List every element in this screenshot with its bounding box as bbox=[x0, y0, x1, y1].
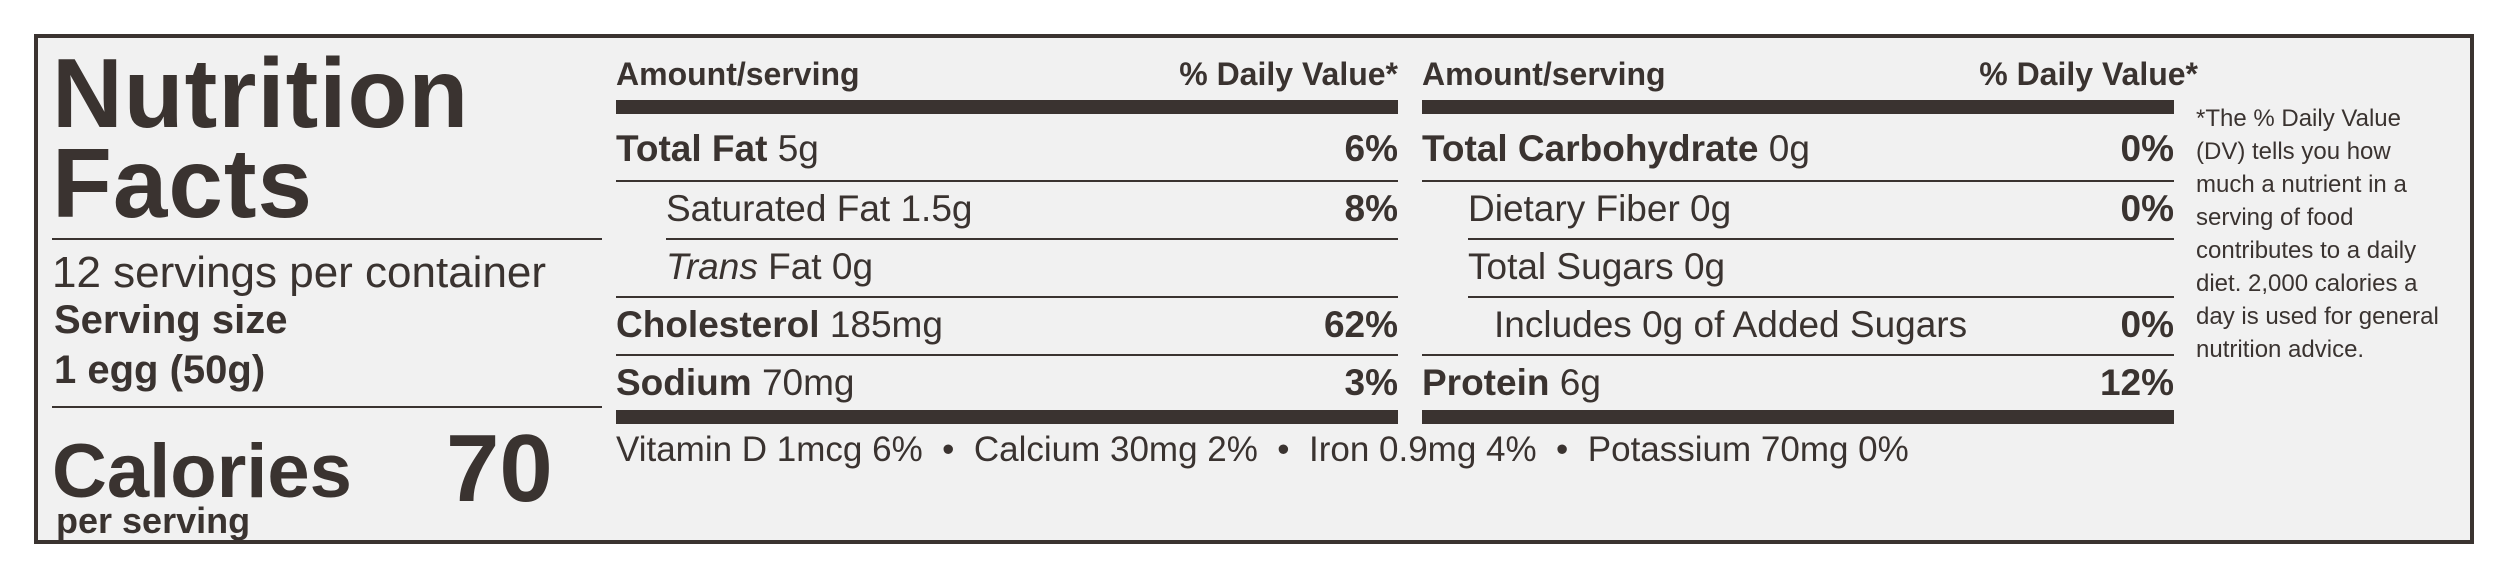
title-line-2: Facts bbox=[52, 128, 314, 238]
daily-value-footnote: *The % Daily Value (DV) tells you how mu… bbox=[2196, 105, 2439, 363]
divider-thin bbox=[52, 238, 602, 240]
row-divider bbox=[1422, 354, 2174, 356]
nutrient-amount: 6g bbox=[1549, 362, 1601, 403]
nutrient-amount: Fat 0g bbox=[757, 246, 874, 287]
right-dv-added-sugars: 0% bbox=[2120, 304, 2174, 345]
nutrient-amount: 5g bbox=[767, 128, 819, 169]
per-serving-label: per serving bbox=[56, 500, 251, 541]
nutrient-name: Total Sugars bbox=[1468, 246, 1674, 287]
servings-per-container: 12 servings per container bbox=[52, 248, 547, 297]
left-bottom-bar bbox=[616, 410, 1398, 424]
nutrient-name: Cholesterol bbox=[616, 304, 820, 345]
left-row-saturated-fat: Saturated Fat 1.5g bbox=[666, 188, 972, 230]
vitamins-minerals: Vitamin D 1mcg 6% • Calcium 30mg 2% • Ir… bbox=[616, 430, 1909, 469]
right-bottom-bar bbox=[1422, 410, 2174, 424]
nutrient-amount: 70mg bbox=[751, 362, 855, 403]
nutrition-facts-panel: Nutrition Facts 12 servings per containe… bbox=[34, 34, 2474, 544]
row-divider bbox=[616, 180, 1398, 182]
left-row-total-fat: Total Fat 5g bbox=[616, 128, 819, 170]
right-thick-bar bbox=[1422, 100, 2174, 114]
right-row-total-carbohydrate: Total Carbohydrate 0g bbox=[1422, 128, 1810, 170]
right-header-dv: % Daily Value* bbox=[1979, 56, 2198, 92]
left-dv-sodium: 3% bbox=[1344, 362, 1398, 403]
left-dv-cholesterol: 62% bbox=[1323, 304, 1398, 345]
nutrient-amount: 0g bbox=[1758, 128, 1810, 169]
calories-label: Calories bbox=[52, 429, 352, 514]
left-dv-saturated-fat: 8% bbox=[1344, 188, 1398, 229]
left-header-amount: Amount/serving bbox=[616, 56, 860, 92]
nutrient-name: Saturated Fat bbox=[666, 188, 891, 229]
nutrient-amount: 0g bbox=[1679, 188, 1732, 229]
right-dv-protein: 12% bbox=[2099, 362, 2174, 403]
nutrient-amount: 185mg bbox=[819, 304, 943, 345]
nutrient-amount: 0g bbox=[1673, 246, 1726, 287]
left-header-dv: % Daily Value* bbox=[1179, 56, 1398, 92]
row-divider bbox=[1422, 180, 2174, 182]
row-divider bbox=[616, 296, 1398, 298]
right-row-added-sugars: Includes 0g of Added Sugars bbox=[1494, 304, 1967, 346]
nutrient-amount: 1.5g bbox=[890, 188, 973, 229]
left-thick-bar bbox=[616, 100, 1398, 114]
nutrient-name: Includes 0g of Added Sugars bbox=[1494, 304, 1968, 345]
right-row-protein: Protein 6g bbox=[1422, 362, 1601, 404]
right-row-dietary-fiber: Dietary Fiber 0g bbox=[1468, 188, 1731, 230]
serving-size-value: 1 egg (50g) bbox=[54, 348, 266, 392]
calories-value: 70 bbox=[446, 415, 553, 522]
title: Nutrition Facts bbox=[52, 38, 470, 238]
nutrient-name: Dietary Fiber bbox=[1468, 188, 1680, 229]
row-divider bbox=[1468, 296, 2174, 298]
left-row-sodium: Sodium 70mg bbox=[616, 362, 855, 404]
left-dv-total-fat: 6% bbox=[1344, 128, 1398, 169]
right-dv-total-carbohydrate: 0% bbox=[2120, 128, 2174, 169]
serving-size-label: Serving size bbox=[54, 298, 288, 342]
right-dv-dietary-fiber: 0% bbox=[2120, 188, 2174, 229]
title-line-1: Nutrition bbox=[52, 38, 470, 148]
row-divider bbox=[666, 238, 1398, 240]
nutrient-name: Total Carbohydrate bbox=[1422, 128, 1759, 169]
row-divider bbox=[1468, 238, 2174, 240]
nutrient-name: Protein bbox=[1422, 362, 1550, 403]
right-row-total-sugars: Total Sugars 0g bbox=[1468, 246, 1725, 288]
nutrient-name: Trans bbox=[666, 246, 758, 287]
divider-calories bbox=[52, 406, 602, 408]
row-divider bbox=[616, 354, 1398, 356]
nutrient-name: Total Fat bbox=[616, 128, 768, 169]
left-row-cholesterol: Cholesterol 185mg bbox=[616, 304, 943, 346]
nutrient-name: Sodium bbox=[616, 362, 752, 403]
left-row-trans-fat: Trans Fat 0g bbox=[666, 246, 873, 288]
right-header-amount: Amount/serving bbox=[1422, 56, 1666, 92]
